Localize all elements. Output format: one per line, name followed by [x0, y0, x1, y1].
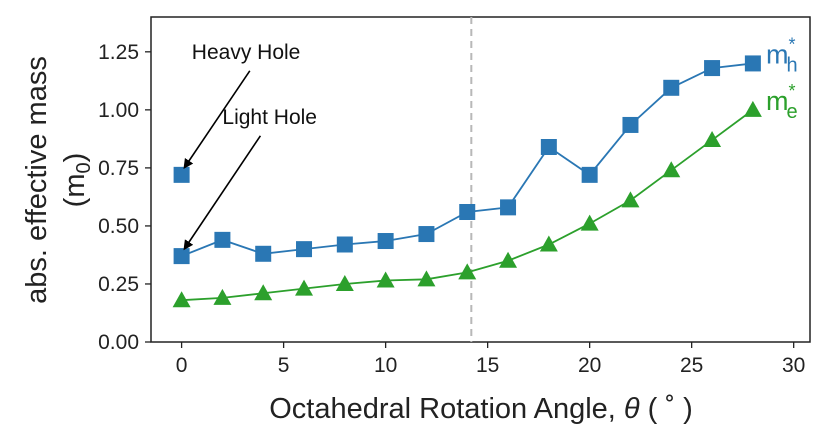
electron-data-point — [580, 214, 599, 231]
y-tick-label: 1.25 — [98, 41, 139, 64]
electron-data-point — [172, 291, 191, 308]
y-tick-label: 0.75 — [98, 157, 139, 180]
hole-series-label: m* h — [766, 34, 798, 76]
y-tick-label: 0.25 — [98, 273, 139, 296]
x-axis-label: Octahedral Rotation Angle, θ ( ˚ ) — [269, 393, 693, 425]
x-tick-label: 0 — [176, 354, 188, 377]
heavy-hole-data-point — [173, 166, 190, 183]
electron-data-point — [703, 131, 722, 148]
hole-data-point — [622, 116, 639, 133]
electron-data-point — [539, 235, 558, 252]
electron-series-label: m* e — [766, 81, 798, 123]
electron-data-point — [662, 161, 681, 178]
y-axis-label-line2: (m0) — [59, 153, 95, 208]
hole-data-point — [459, 204, 476, 220]
hole-data-point — [663, 79, 680, 96]
electron-data-point — [376, 271, 395, 288]
hole-data-point — [744, 55, 761, 72]
x-tick-label: 10 — [374, 354, 397, 377]
light-hole-arrow — [183, 135, 262, 251]
hole-data-point — [214, 231, 231, 248]
x-tick-label: 5 — [278, 354, 290, 377]
electron-data-point — [621, 191, 640, 208]
electron-data-point — [499, 251, 518, 268]
light-hole-annotation: Light Hole — [222, 106, 317, 129]
electron-data-point — [458, 263, 477, 280]
hole-data-point — [173, 248, 190, 265]
hole-data-point — [540, 139, 557, 155]
y-tick-label: 0.50 — [98, 215, 139, 238]
x-tick-label: 15 — [476, 354, 499, 377]
plot-frame — [150, 16, 811, 343]
electron-data-point — [295, 279, 314, 296]
electron-data-point — [417, 270, 436, 287]
hole-data-point — [296, 241, 313, 258]
hole-data-point — [500, 199, 517, 216]
x-tick-label: 25 — [680, 354, 703, 377]
hole-data-point — [336, 236, 353, 253]
electron-data-point — [254, 284, 273, 301]
heavy-hole-annotation: Heavy Hole — [192, 41, 301, 64]
hole-data-point — [704, 60, 721, 77]
electron-data-point — [335, 274, 354, 291]
y-tick-label: 0.00 — [98, 331, 139, 354]
hole-data-point — [377, 233, 394, 250]
heavy-hole-arrow — [183, 70, 251, 170]
y-tick-label: 1.00 — [98, 99, 139, 122]
electron-data-point — [743, 100, 762, 117]
hole-data-point — [418, 226, 435, 243]
y-axis-label-line1: abs. effective mass — [21, 56, 53, 304]
hole-data-point — [255, 245, 272, 262]
x-tick-label: 30 — [782, 354, 805, 377]
x-tick-label: 20 — [578, 354, 601, 377]
hole-data-point — [581, 166, 598, 183]
electron-data-point — [213, 288, 232, 305]
